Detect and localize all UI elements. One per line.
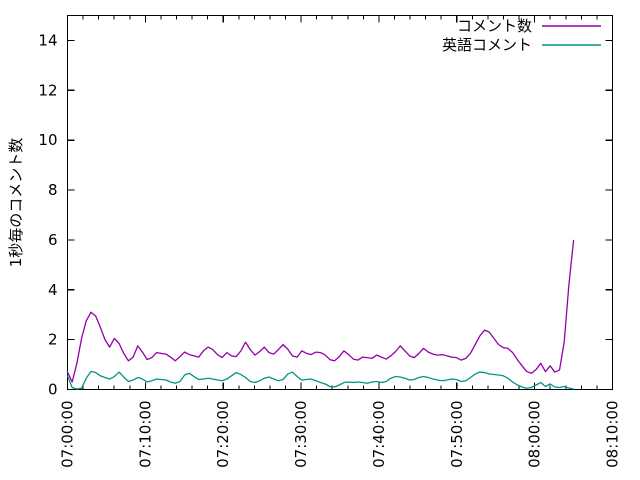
x-tick-label: 08:10:00 xyxy=(604,401,622,468)
y-axis-label: 1秒毎のコメント数 xyxy=(7,138,25,268)
x-axis-ticks: 07:00:00 07:10:00 07:20:00 07:30:00 07:40:00… xyxy=(59,15,622,468)
y-axis-ticks: 0 2 4 6 8 10 12 14 xyxy=(38,31,613,399)
series-line-2 xyxy=(66,370,575,390)
x-tick-label: 07:20:00 xyxy=(214,401,232,468)
y-tick-label: 6 xyxy=(48,231,58,249)
x-tick-label: 07:30:00 xyxy=(292,401,310,468)
x-tick-label: 08:00:00 xyxy=(526,401,544,468)
y-tick-label: 14 xyxy=(38,31,57,49)
x-tick-label: 07:50:00 xyxy=(448,401,466,468)
axes-group xyxy=(66,14,614,391)
x-tick-label: 07:10:00 xyxy=(136,401,154,468)
plot-border xyxy=(66,14,614,391)
data-series-group xyxy=(66,239,575,390)
y-tick-label: 8 xyxy=(48,181,58,199)
y-tick-label: 10 xyxy=(38,131,57,149)
y-axis-title: 1秒毎のコメント数 xyxy=(7,138,25,268)
legend-label-2: 英語コメント xyxy=(442,36,532,54)
x-tick-label: 07:40:00 xyxy=(370,401,388,468)
y-tick-label: 0 xyxy=(48,381,58,399)
series-line-1 xyxy=(66,239,575,383)
y-tick-label: 2 xyxy=(48,331,58,349)
x-tick-label: 07:00:00 xyxy=(59,401,77,468)
legend-label-1: コメント数 xyxy=(457,17,532,35)
y-tick-label: 12 xyxy=(38,81,57,99)
y-tick-label: 4 xyxy=(48,281,58,299)
